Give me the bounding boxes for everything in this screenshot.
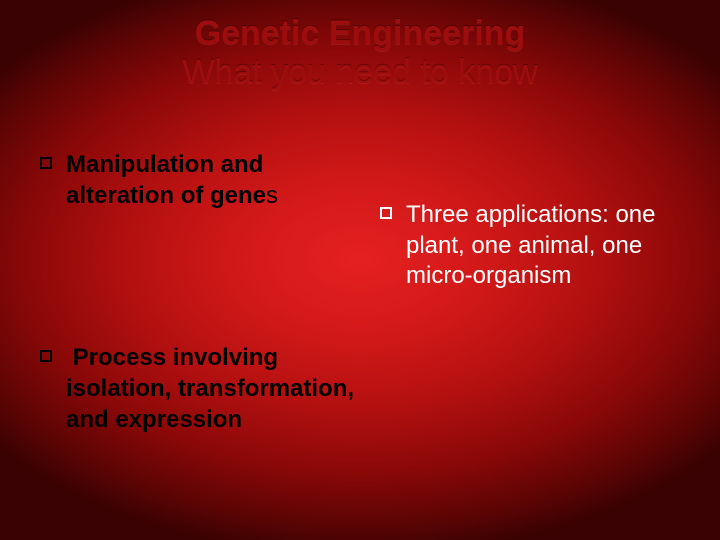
title-line1: Genetic Engineering [0,14,720,53]
left-column: Manipulation and alteration of genes Pro… [0,150,370,484]
bullet-bold-line1: Process involving [73,344,278,371]
bullet-text: Three applications: one plant, one anima… [406,200,700,292]
bullet-bold-line2: isolation, transformation, and expressio… [66,375,354,433]
bullet-text: Manipulation and alteration of genes [66,150,370,211]
right-column: Three applications: one plant, one anima… [370,150,720,484]
bullet-tail: s [266,182,278,209]
square-bullet-icon [40,350,52,362]
title-line2: What you need to know [0,53,720,92]
square-bullet-icon [380,207,392,219]
square-bullet-icon [40,157,52,169]
title-block: Genetic Engineering What you need to kno… [0,0,720,92]
bullet-bold: Manipulation and alteration of gene [66,151,266,209]
content-area: Manipulation and alteration of genes Pro… [0,150,720,484]
bullet-item: Process involving isolation, transformat… [40,343,370,435]
bullet-item: Three applications: one plant, one anima… [380,200,700,292]
slide: Genetic Engineering What you need to kno… [0,0,720,540]
bullet-text: Process involving isolation, transformat… [66,343,370,435]
bullet-item: Manipulation and alteration of genes [40,150,370,211]
